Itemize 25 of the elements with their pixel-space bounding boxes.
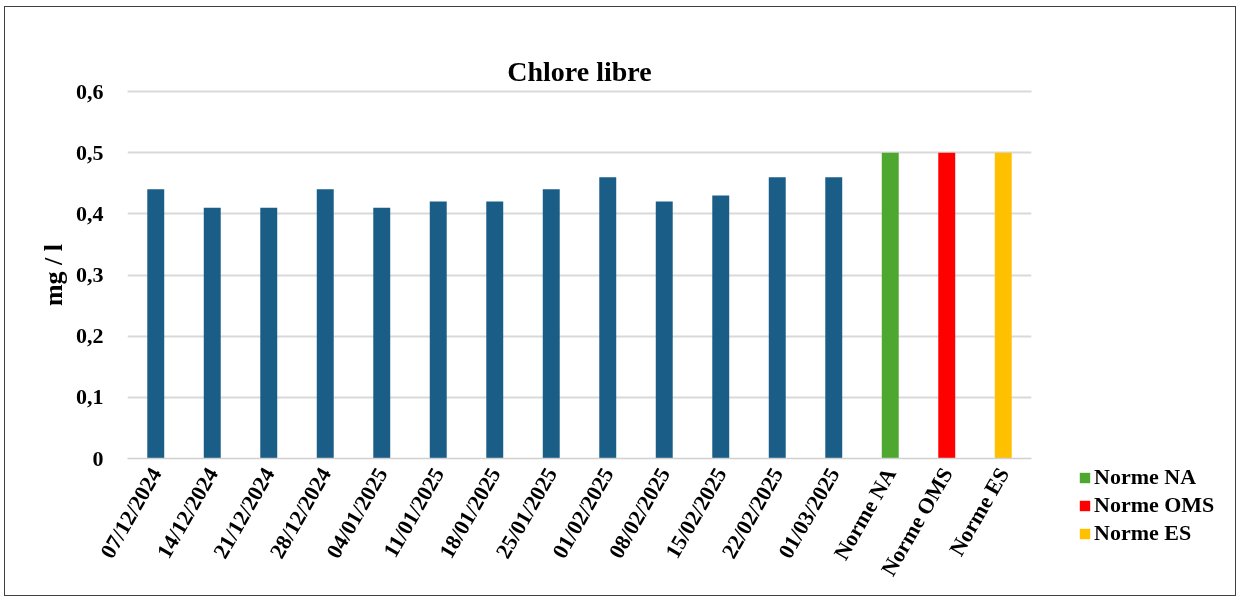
- y-tick-label: 0,6: [76, 78, 104, 104]
- bar: [881, 152, 899, 459]
- bar: [147, 189, 165, 459]
- y-tick-label: 0,4: [76, 200, 104, 226]
- bar: [203, 207, 221, 459]
- y-tick-label: 0,5: [76, 139, 104, 165]
- bar: [316, 189, 334, 459]
- y-axis-title: mg / l: [39, 243, 68, 307]
- bar: [768, 177, 786, 459]
- bar: [373, 207, 391, 459]
- y-tick-label: 0,2: [76, 323, 104, 349]
- y-tick-label: 0,3: [76, 262, 104, 287]
- bar: [994, 152, 1012, 459]
- bar: [655, 201, 673, 459]
- bar: [486, 201, 504, 459]
- bar: [712, 195, 730, 459]
- bar: [938, 152, 956, 459]
- bar: [825, 177, 843, 459]
- bar: [260, 207, 278, 459]
- y-tick-label: 0,1: [76, 384, 104, 410]
- chart-title: Chlore libre: [507, 55, 652, 87]
- y-tick-label: 0: [92, 445, 104, 471]
- bar: [542, 189, 560, 459]
- bar: [599, 177, 617, 459]
- bar: [429, 201, 447, 459]
